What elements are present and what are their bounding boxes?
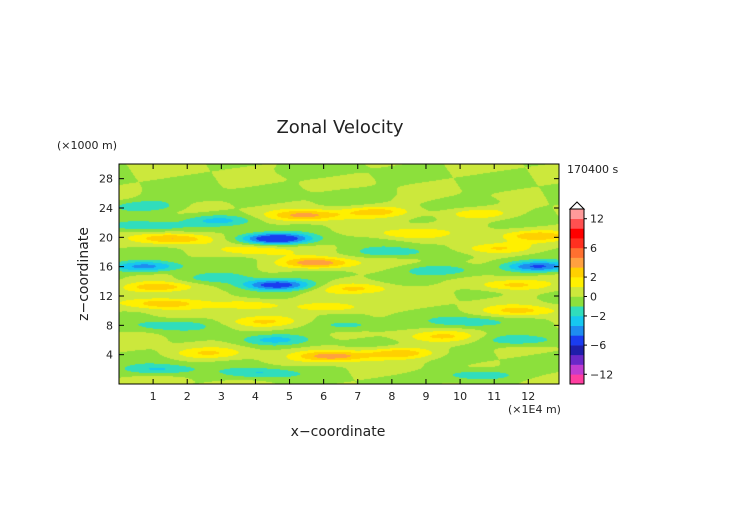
colorbar-segment bbox=[570, 277, 584, 288]
colorbar-segment bbox=[570, 257, 584, 268]
y-unit-label: (×1000 m) bbox=[57, 139, 117, 152]
y-tick-label: 16 bbox=[99, 261, 113, 274]
x-tick-label: 5 bbox=[286, 390, 293, 403]
colorbar-segment bbox=[570, 286, 584, 297]
chart-title: Zonal Velocity bbox=[276, 117, 403, 138]
colorbar-segment bbox=[570, 354, 584, 365]
x-axis-label: x−coordinate bbox=[291, 424, 386, 440]
colorbar-segment bbox=[570, 296, 584, 307]
y-tick-label: 12 bbox=[99, 290, 113, 303]
colorbar-segment bbox=[570, 374, 584, 385]
y-axis-label: z−coordinate bbox=[76, 227, 92, 321]
y-tick-label: 20 bbox=[99, 231, 113, 244]
x-tick-label: 11 bbox=[487, 390, 501, 403]
colorbar-segment bbox=[570, 209, 584, 220]
colorbar-segment bbox=[570, 247, 584, 258]
time-label: 170400 s bbox=[567, 163, 618, 176]
colorbar-segment bbox=[570, 325, 584, 336]
colorbar-segment bbox=[570, 238, 584, 249]
x-tick-label: 9 bbox=[422, 390, 429, 403]
colorbar-tick-label: 12 bbox=[590, 213, 604, 226]
colorbar-segment bbox=[570, 345, 584, 356]
x-tick-label: 1 bbox=[150, 390, 157, 403]
x-tick-label: 7 bbox=[354, 390, 361, 403]
colorbar-tick-label: −12 bbox=[590, 368, 613, 381]
x-tick-label: 8 bbox=[388, 390, 395, 403]
y-tick-label: 28 bbox=[99, 173, 113, 186]
colorbar-segment bbox=[570, 228, 584, 239]
y-tick-label: 8 bbox=[106, 319, 113, 332]
colorbar-tick-label: 2 bbox=[590, 271, 597, 284]
colorbar-segment bbox=[570, 335, 584, 346]
x-tick-label: 6 bbox=[320, 390, 327, 403]
colorbar-segment bbox=[570, 306, 584, 317]
colorbar-extend-arrow bbox=[568, 201, 586, 210]
x-tick-label: 2 bbox=[184, 390, 191, 403]
x-tick-label: 4 bbox=[252, 390, 259, 403]
x-tick-label: 3 bbox=[218, 390, 225, 403]
colorbar-tick-label: 6 bbox=[590, 242, 597, 255]
x-unit-label: (×1E4 m) bbox=[508, 403, 561, 416]
y-tick-label: 4 bbox=[106, 349, 113, 362]
colorbar-tick-label: −6 bbox=[590, 339, 606, 352]
plot-frame bbox=[118, 163, 560, 385]
x-tick-label: 12 bbox=[521, 390, 535, 403]
colorbar-segment bbox=[570, 315, 584, 326]
x-tick-label: 10 bbox=[453, 390, 467, 403]
colorbar-segment bbox=[570, 364, 584, 375]
colorbar: 12 6 2 0 −2 −6 −12 bbox=[568, 201, 613, 385]
colorbar-tick-label: −2 bbox=[590, 310, 606, 323]
y-tick-label: 24 bbox=[99, 202, 113, 215]
colorbar-tick-label: 0 bbox=[590, 291, 597, 304]
colorbar-segment bbox=[570, 267, 584, 278]
velocity-field bbox=[119, 164, 559, 384]
colorbar-segment bbox=[570, 218, 584, 229]
